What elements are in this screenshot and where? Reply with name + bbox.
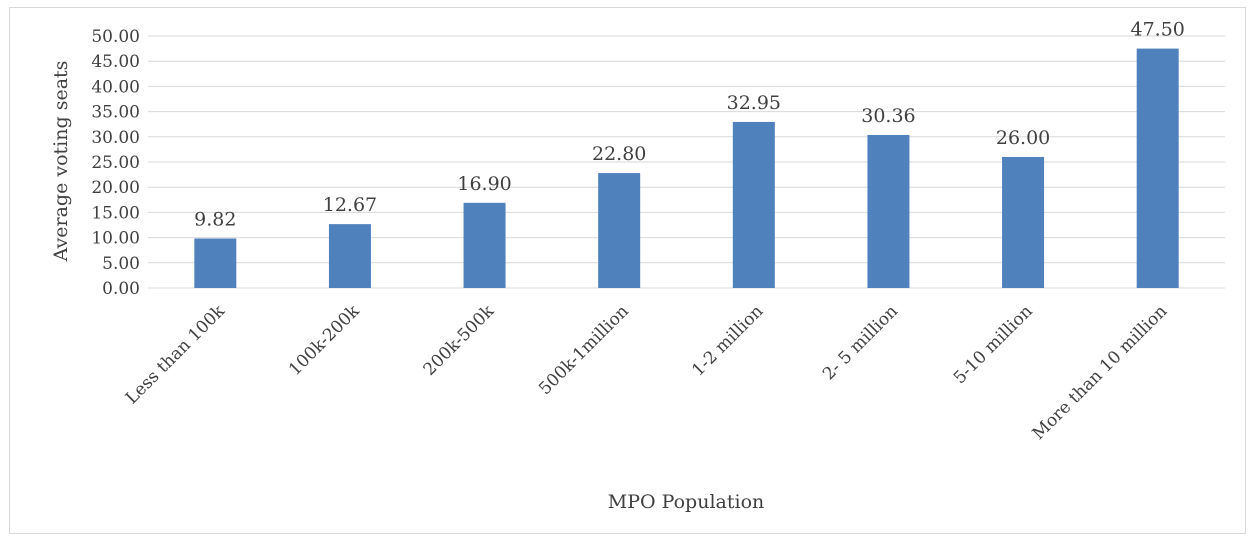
y-tick-label: 15.00 [91, 203, 140, 223]
bar [463, 202, 506, 288]
x-tick-label: 1-2 million [688, 301, 767, 380]
x-tick-label: 100k-200k [285, 301, 364, 380]
y-tick-label: 50.00 [91, 27, 140, 47]
x-tick-label: 200k-500k [420, 301, 499, 380]
y-tick-label: 40.00 [91, 77, 140, 97]
data-label: 30.36 [861, 105, 915, 127]
data-label: 12.67 [323, 194, 377, 216]
data-label: 32.95 [727, 92, 781, 114]
bar [1136, 48, 1179, 288]
bar [598, 173, 641, 288]
y-tick-label: 25.00 [91, 153, 140, 173]
y-tick-label: 0.00 [102, 279, 140, 299]
bars [194, 48, 1179, 288]
x-tick-label: More than 10 million [1029, 301, 1172, 444]
x-axis-title: MPO Population [608, 491, 765, 513]
y-tick-label: 35.00 [91, 103, 140, 123]
bar [732, 121, 775, 288]
data-label: 47.50 [1130, 19, 1184, 41]
y-tick-label: 45.00 [91, 52, 140, 72]
data-label: 16.90 [457, 173, 511, 195]
data-label: 26.00 [996, 127, 1050, 149]
data-labels: 9.82 12.67 16.90 22.80 32.95 30.36 26.00 47.50 [194, 19, 1185, 231]
y-axis-tick-labels: 0.00 5.00 10.00 15.00 20.00 25.00 30.00 35.00 40… [91, 27, 140, 299]
y-tick-label: 10.00 [91, 229, 140, 249]
bar [194, 238, 237, 288]
data-label: 9.82 [194, 209, 236, 231]
bar [867, 134, 910, 288]
bar [328, 224, 371, 288]
x-tick-label: 2- 5 million [819, 301, 902, 384]
x-tick-label: Less than 100k [122, 301, 229, 408]
y-tick-label: 5.00 [102, 254, 140, 274]
y-tick-label: 20.00 [91, 178, 140, 198]
y-axis-title: Average voting seats [50, 61, 72, 263]
gridlines [148, 35, 1225, 289]
x-axis-tick-labels: Less than 100k 100k-200k 200k-500k 500k-1mi… [122, 301, 1171, 444]
data-label: 22.80 [592, 143, 646, 165]
y-tick-label: 30.00 [91, 128, 140, 148]
x-tick-label: 5-10 million [950, 301, 1037, 388]
x-tick-label: 500k-1million [535, 301, 633, 399]
bar [1002, 156, 1045, 288]
